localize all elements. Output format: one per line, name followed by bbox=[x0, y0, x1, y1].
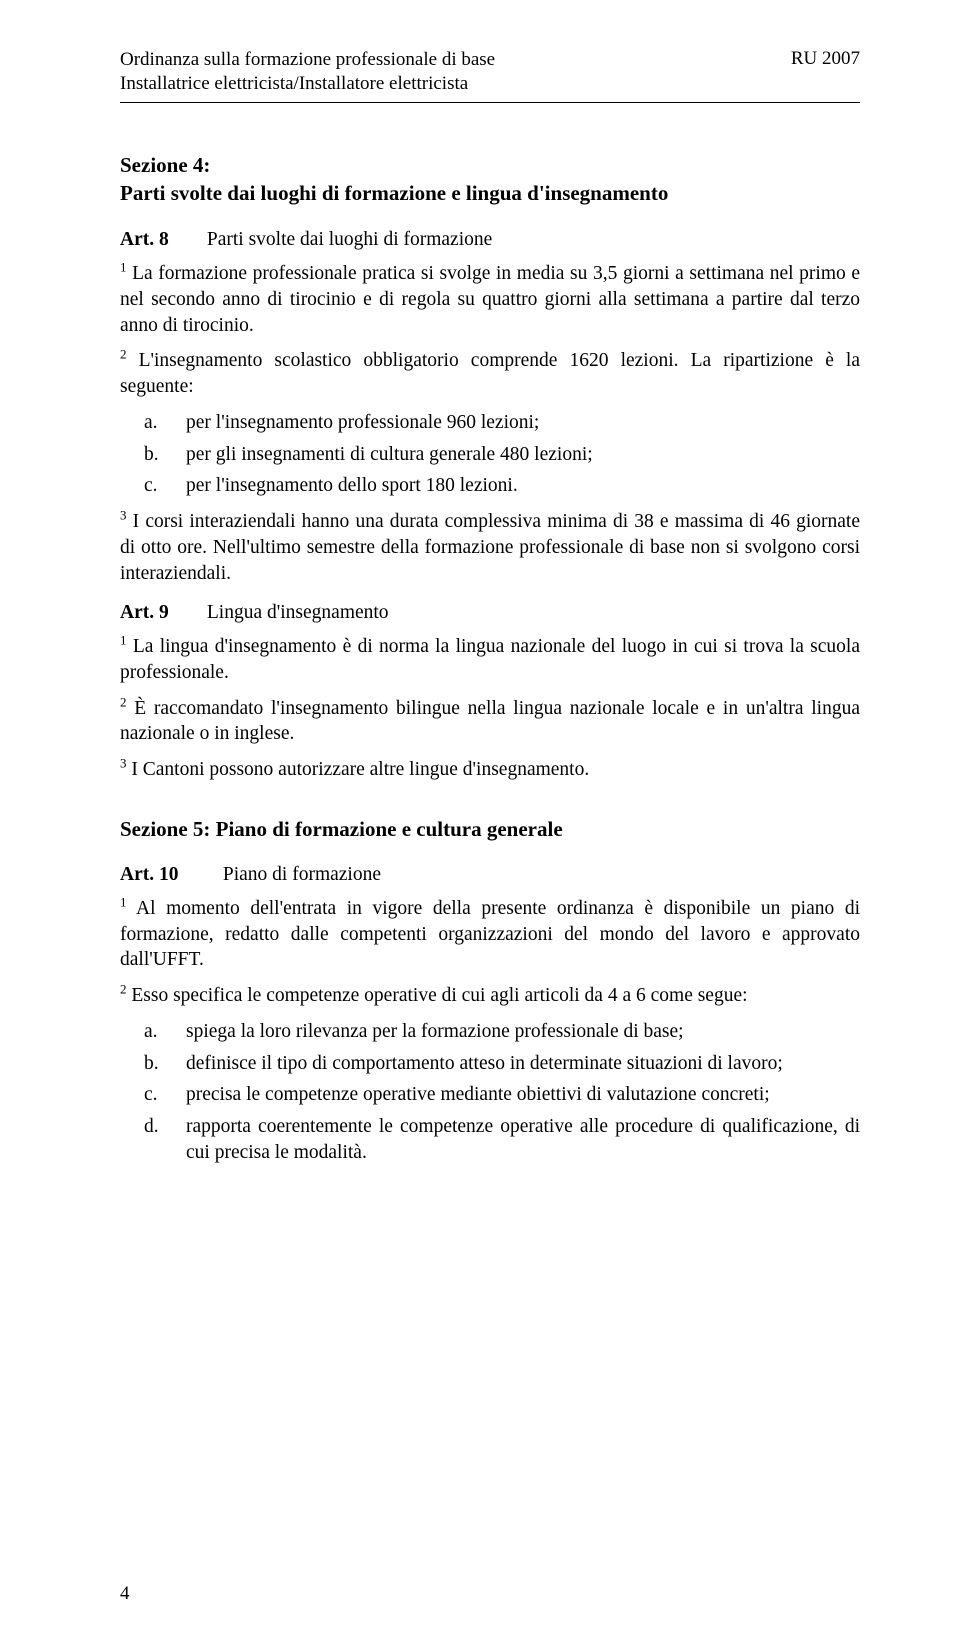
art-8-caption: Parti svolte dai luoghi di formazione bbox=[207, 229, 492, 250]
art-8-list: a. per l'insegnamento professionale 960 … bbox=[120, 410, 860, 499]
header-line1: Ordinanza sulla formazione professionale… bbox=[120, 48, 495, 72]
art-8-label: Art. 8 bbox=[120, 229, 202, 251]
art-8-para-3-text: I corsi interaziendali hanno una durata … bbox=[120, 511, 860, 583]
sup-2: 2 bbox=[120, 982, 127, 997]
art-9-label: Art. 9 bbox=[120, 602, 202, 624]
list-marker: c. bbox=[120, 1082, 186, 1108]
art-8-para-1: 1 La formazione professionale pratica si… bbox=[120, 261, 860, 338]
art-8-para-2: 2 L'insegnamento scolastico obbligatorio… bbox=[120, 348, 860, 399]
sup-3: 3 bbox=[120, 756, 127, 771]
header-right: RU 2007 bbox=[791, 48, 860, 70]
page-number: 4 bbox=[120, 1583, 130, 1605]
list-text: per l'insegnamento professionale 960 lez… bbox=[186, 410, 860, 436]
art-8-heading: Art. 8 Parti svolte dai luoghi di formaz… bbox=[120, 229, 860, 251]
sup-1: 1 bbox=[120, 633, 127, 648]
list-marker: b. bbox=[120, 1051, 186, 1077]
art-10-list: a. spiega la loro rilevanza per la forma… bbox=[120, 1019, 860, 1166]
list-item: d. rapporta coerentemente le competenze … bbox=[120, 1114, 860, 1165]
art-9-para-1: 1 La lingua d'insegnamento è di norma la… bbox=[120, 634, 860, 685]
list-text: per l'insegnamento dello sport 180 lezio… bbox=[186, 473, 860, 499]
running-header: Ordinanza sulla formazione professionale… bbox=[120, 48, 860, 96]
list-marker: b. bbox=[120, 442, 186, 468]
art-10-para-2: 2 Esso specifica le competenze operative… bbox=[120, 983, 860, 1009]
art-10-para-1: 1 Al momento dell'entrata in vigore dell… bbox=[120, 896, 860, 973]
art-10-para-2-text: Esso specifica le competenze operative d… bbox=[131, 985, 747, 1006]
section-4-title: Sezione 4: Parti svolte dai luoghi di fo… bbox=[120, 151, 860, 208]
list-text: per gli insegnamenti di cultura generale… bbox=[186, 442, 860, 468]
art-10-caption: Piano di formazione bbox=[223, 864, 381, 885]
list-text: spiega la loro rilevanza per la formazio… bbox=[186, 1019, 860, 1045]
art-9-para-3-text: I Cantoni possono autorizzare altre ling… bbox=[131, 759, 589, 780]
list-item: b. per gli insegnamenti di cultura gener… bbox=[120, 442, 860, 468]
art-9-para-2: 2 È raccomandato l'insegnamento bilingue… bbox=[120, 696, 860, 747]
section-5-title: Sezione 5: Piano di formazione e cultura… bbox=[120, 817, 860, 842]
list-text: precisa le competenze operative mediante… bbox=[186, 1082, 860, 1108]
list-item: a. spiega la loro rilevanza per la forma… bbox=[120, 1019, 860, 1045]
sup-1: 1 bbox=[120, 894, 127, 909]
list-marker: a. bbox=[120, 1019, 186, 1045]
art-8-para-3: 3 I corsi interaziendali hanno una durat… bbox=[120, 509, 860, 586]
list-item: c. per l'insegnamento dello sport 180 le… bbox=[120, 473, 860, 499]
art-9-para-1-text: La lingua d'insegnamento è di norma la l… bbox=[120, 636, 860, 683]
list-marker: c. bbox=[120, 473, 186, 499]
section-4-title-line1: Sezione 4: bbox=[120, 151, 860, 179]
header-left: Ordinanza sulla formazione professionale… bbox=[120, 48, 495, 96]
art-8-para-2-text: L'insegnamento scolastico obbligatorio c… bbox=[120, 350, 860, 397]
art-8-para-1-text: La formazione professionale pratica si s… bbox=[120, 263, 860, 335]
list-text: rapporta coerentemente le competenze ope… bbox=[186, 1114, 860, 1165]
list-item: a. per l'insegnamento professionale 960 … bbox=[120, 410, 860, 436]
list-text: definisce il tipo di comportamento attes… bbox=[186, 1051, 860, 1077]
sup-3: 3 bbox=[120, 508, 127, 523]
list-item: b. definisce il tipo di comportamento at… bbox=[120, 1051, 860, 1077]
art-9-para-3: 3 I Cantoni possono autorizzare altre li… bbox=[120, 757, 860, 783]
art-9-caption: Lingua d'insegnamento bbox=[207, 602, 389, 623]
list-marker: a. bbox=[120, 410, 186, 436]
art-9-heading: Art. 9 Lingua d'insegnamento bbox=[120, 602, 860, 624]
art-10-label: Art. 10 bbox=[120, 864, 218, 886]
sup-2: 2 bbox=[120, 694, 127, 709]
section-4-title-line2: Parti svolte dai luoghi di formazione e … bbox=[120, 179, 860, 207]
header-line2: Installatrice elettricista/Installatore … bbox=[120, 72, 495, 96]
art-10-para-1-text: Al momento dell'entrata in vigore della … bbox=[120, 898, 860, 970]
page: Ordinanza sulla formazione professionale… bbox=[0, 0, 960, 1641]
list-marker: d. bbox=[120, 1114, 186, 1165]
sup-2: 2 bbox=[120, 347, 127, 362]
sup-1: 1 bbox=[120, 260, 127, 275]
art-9-para-2-text: È raccomandato l'insegnamento bilingue n… bbox=[120, 698, 860, 745]
header-rule bbox=[120, 102, 860, 103]
list-item: c. precisa le competenze operative media… bbox=[120, 1082, 860, 1108]
art-10-heading: Art. 10 Piano di formazione bbox=[120, 864, 860, 886]
